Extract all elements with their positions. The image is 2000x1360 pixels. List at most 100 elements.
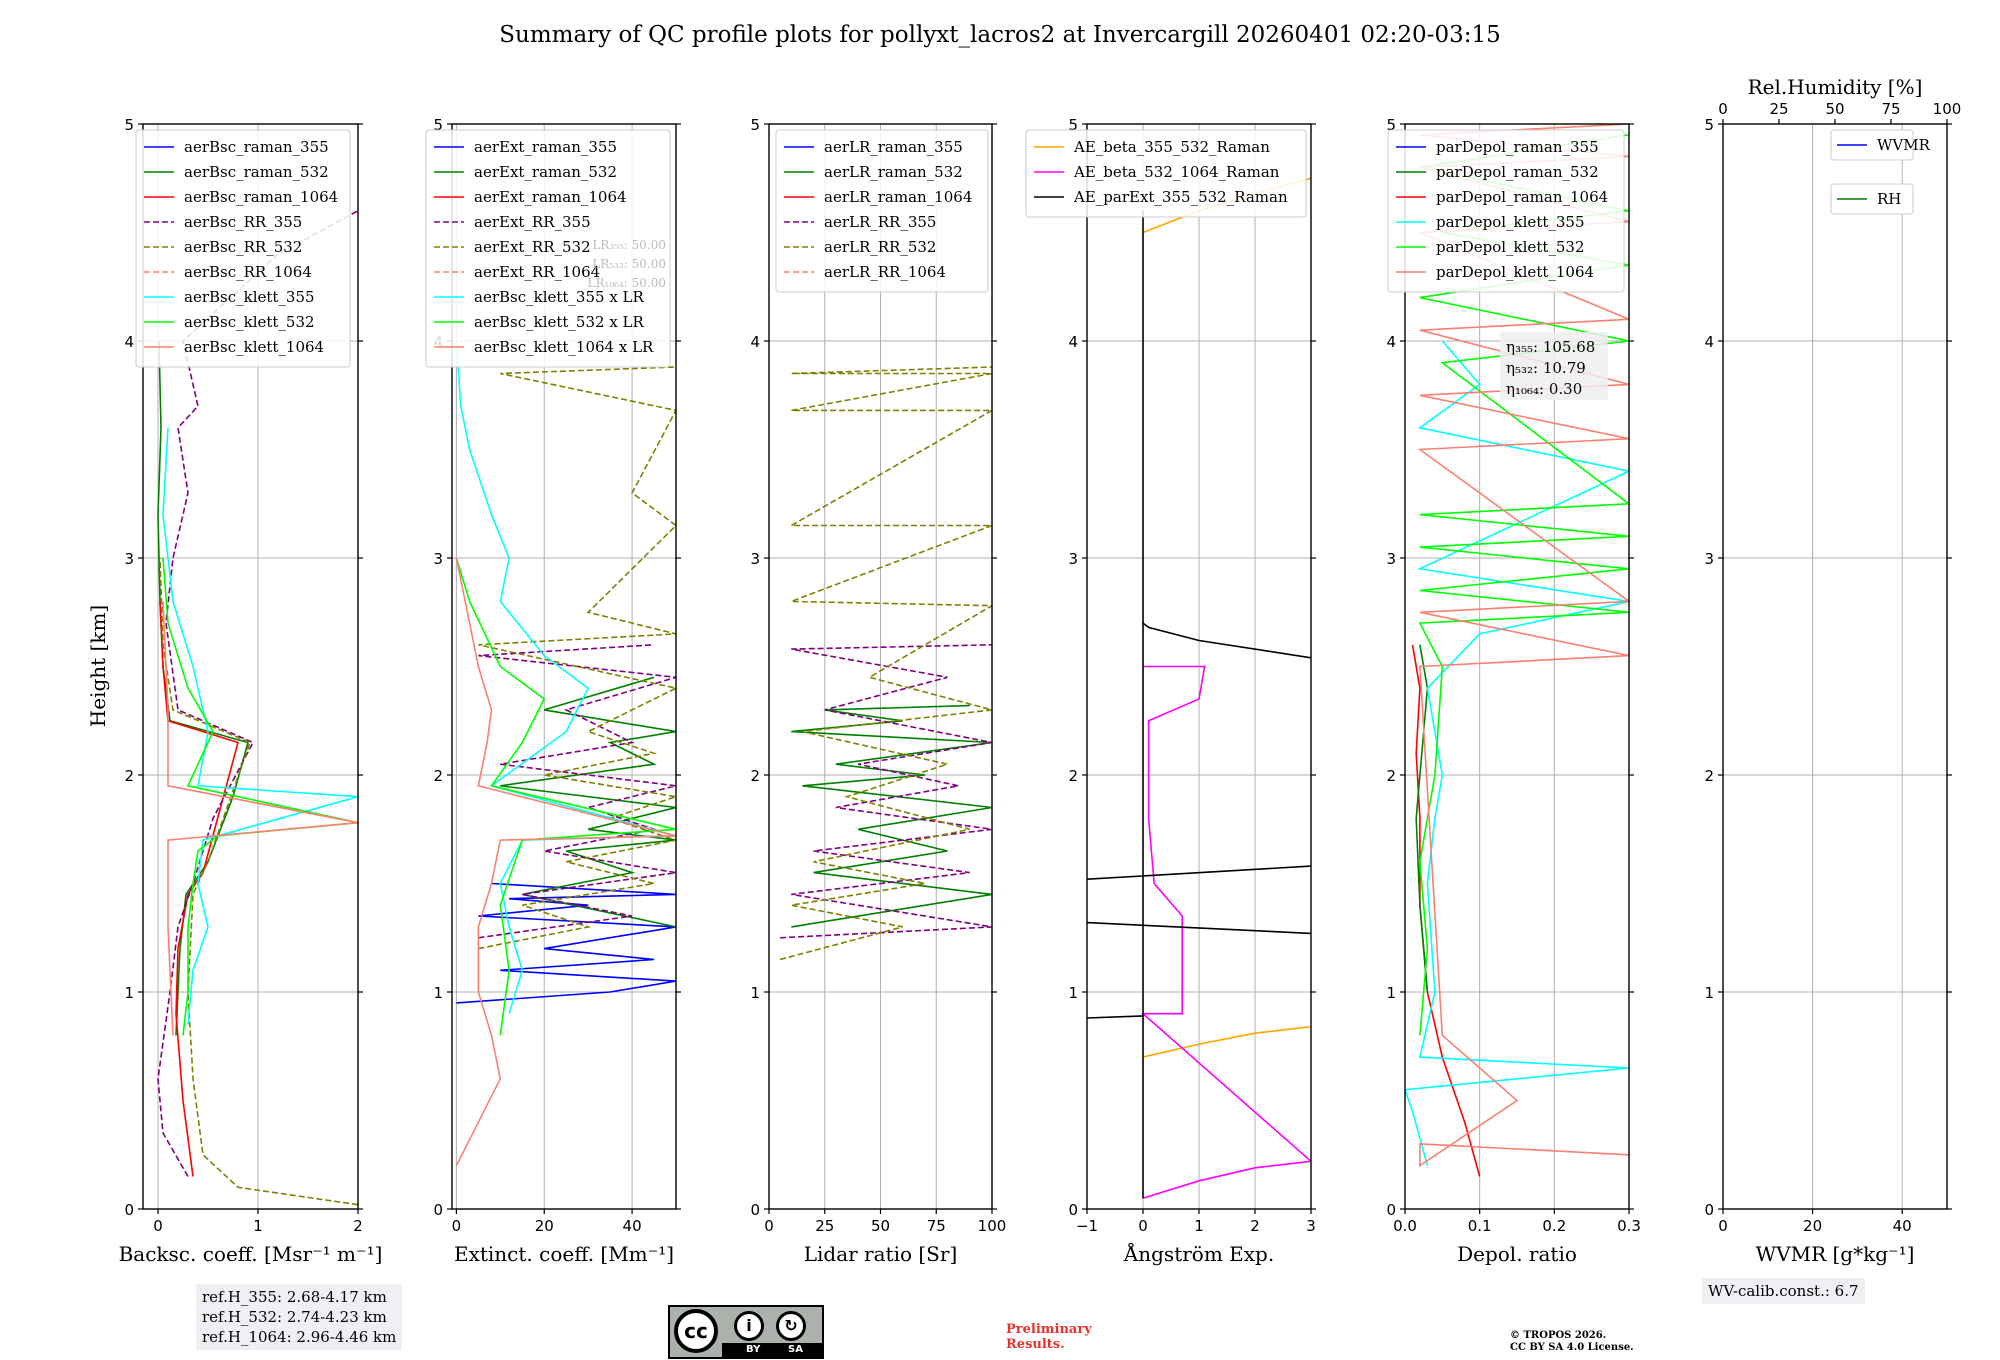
top-x-tick-label: 50 (1825, 100, 1844, 118)
legend-box (775, 129, 989, 293)
y-tick-label: 2 (433, 767, 443, 785)
x-tick-label: 75 (927, 1217, 946, 1235)
ref-height-355: ref.H_355: 2.68-4.17 km (202, 1288, 387, 1306)
series-line-AE_parExt_355_532_Raman-lines- (1087, 921, 1311, 935)
y-tick-label: 5 (1704, 116, 1714, 134)
legend-label: aerBsc_klett_1064 x LR (474, 338, 654, 356)
series-group (157, 210, 358, 1206)
x-tick-label: 2 (1250, 1217, 1260, 1235)
series-line-aerLR_raman_532 (791, 704, 992, 928)
license-by-label: BY (746, 1344, 761, 1355)
series-line-aerExt_RR_355 (478, 644, 676, 939)
x-tick-label: 40 (623, 1217, 642, 1235)
legend-label: parDepol_raman_355 (1436, 138, 1599, 156)
y-tick-label: 0 (1704, 1201, 1714, 1219)
x-tick-label: 20 (1803, 1217, 1822, 1235)
y-tick-label: 0 (1386, 1201, 1396, 1219)
series-group (1087, 177, 1311, 1199)
share-alike-icon: ↻ (776, 1311, 806, 1341)
eta-box (1500, 332, 1608, 400)
y-tick-label: 3 (433, 550, 443, 568)
copyright-line-1: © TROPOS 2026. (1510, 1330, 1607, 1341)
legend-label: aerBsc_raman_1064 (184, 188, 338, 206)
y-tick-label: 1 (433, 984, 443, 1002)
x-tick-label: 50 (871, 1217, 890, 1235)
legend-label: WVMR (1877, 136, 1931, 154)
legend-label: aerBsc_RR_532 (184, 238, 302, 256)
panel-backscatter: 0 1 2 3 4 5 0 1 2 Backsc. coeff. [Msr⁻¹ m⁻¹] aerBs… (119, 116, 383, 1266)
y-tick-label: 4 (1386, 333, 1396, 351)
legend-label: aerExt_RR_532 (474, 238, 591, 256)
x-tick-label: −1 (1076, 1217, 1098, 1235)
series-group (779, 366, 992, 961)
x-tick-label: 0 (1718, 1217, 1728, 1235)
copyright-line-2: CC BY SA 4.0 License. (1510, 1342, 1634, 1353)
plot-frame (1404, 123, 1630, 1210)
wv-calibration-constant: WV-calib.const.: 6.7 (1708, 1282, 1859, 1300)
y-tick-label: 0 (433, 1201, 443, 1219)
legend-label: aerBsc_RR_1064 (184, 263, 312, 281)
y-tick-label: 0 (750, 1201, 760, 1219)
eta-annotation: η₅₃₂: 10.79 (1506, 359, 1586, 377)
y-tick-label: 2 (1386, 767, 1396, 785)
x-tick-label: 0.0 (1393, 1217, 1417, 1235)
y-tick-label: 1 (1068, 984, 1078, 1002)
x-axis-label: Backsc. coeff. [Msr⁻¹ m⁻¹] (119, 1242, 383, 1266)
legend-label: aerBsc_raman_355 (184, 138, 329, 156)
eta-annotation: η₁₀₆₄: 0.30 (1506, 380, 1582, 398)
series-line-aerBsc_klett_532 (162, 557, 358, 1036)
x-axis-label: Extinct. coeff. [Mm⁻¹] (454, 1242, 674, 1266)
legend-box (1830, 183, 1914, 215)
x-tick-label: 3 (1306, 1217, 1316, 1235)
legend-label: aerExt_raman_1064 (474, 188, 627, 206)
lr-annotation: LR₃₅₅: 50.00 (592, 238, 666, 252)
plot-frame (768, 123, 993, 1210)
legend-label: aerLR_raman_355 (824, 138, 963, 156)
legend-box (425, 129, 671, 368)
y-tick-label: 1 (1386, 984, 1396, 1002)
figure-title: Summary of QC profile plots for pollyxt_… (499, 22, 1501, 48)
series-line-AE_parExt_355_532_Raman-lines2- (1087, 865, 1311, 880)
series-line-aerBsc_klett_1064-x-LR (455, 557, 676, 1166)
x-tick-label: 1 (1194, 1217, 1204, 1235)
series-line-AE_beta_532_1064_Raman (1140, 665, 1311, 1199)
y-tick-label: 5 (124, 116, 134, 134)
y-tick-label: 2 (1068, 767, 1078, 785)
wv-calibration-box: WV-calib.const.: 6.7 (1702, 1278, 1865, 1304)
y-tick-label: 5 (1386, 116, 1396, 134)
preliminary-notice: Preliminary Results. (1006, 1322, 1092, 1352)
legend-label: parDepol_klett_532 (1436, 238, 1585, 256)
legend-label: AE_beta_355_532_Raman (1073, 138, 1270, 156)
legend-box (135, 129, 351, 368)
series-line-aerBsc_klett_532-x-LR (455, 557, 676, 1036)
series-line-aerBsc_klett_355-x-LR (455, 340, 676, 1014)
y-tick-label: 3 (1386, 550, 1396, 568)
series-line-aerBsc_RR_532 (159, 557, 358, 1206)
series-line-aerLR_RR_355 (780, 644, 992, 939)
y-tick-label: 5 (750, 116, 760, 134)
top-x-tick-label: 100 (1933, 100, 1962, 118)
x-tick-label: 2 (353, 1217, 363, 1235)
y-tick-label: 1 (750, 984, 760, 1002)
legend-label: aerExt_RR_1064 (474, 263, 600, 281)
legend-label: aerExt_raman_355 (474, 138, 617, 156)
y-tick-label: 0 (1068, 1201, 1078, 1219)
y-tick-label: 4 (124, 333, 134, 351)
legend-label: parDepol_raman_532 (1436, 163, 1599, 181)
x-tick-label: 1 (253, 1217, 263, 1235)
x-tick-label: 0.2 (1542, 1217, 1566, 1235)
x-tick-label: 0 (764, 1217, 774, 1235)
legend-box (1387, 129, 1625, 293)
legend-label: aerLR_raman_1064 (824, 188, 972, 206)
legend-label: aerExt_RR_355 (474, 213, 591, 231)
legend-label: parDepol_raman_1064 (1436, 188, 1608, 206)
series-line-aerBsc_raman_532 (157, 340, 249, 1036)
eta-annotation: η₃₅₅: 105.68 (1506, 338, 1595, 356)
series-line-aerBsc_klett_355 (162, 427, 358, 1025)
license-sa-label: SA (788, 1344, 803, 1355)
lr-annotation: LR₅₃₂: 50.00 (592, 257, 666, 271)
series-line-aerBsc_klett_1064 (162, 601, 358, 1036)
